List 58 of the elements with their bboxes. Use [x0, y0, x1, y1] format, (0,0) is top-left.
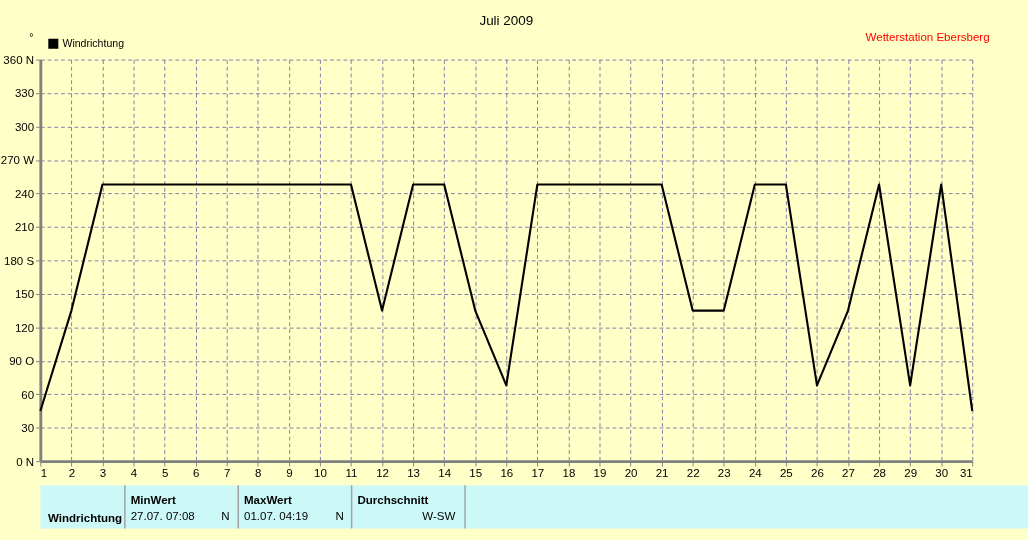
y-tick-label: 90 O — [9, 355, 35, 368]
x-tick-label: 21 — [655, 467, 669, 480]
x-tick-label: 8 — [255, 467, 262, 480]
x-tick-label: 3 — [99, 467, 107, 480]
text: MaxWert — [244, 494, 292, 507]
legend-label: Windrichtung — [62, 36, 125, 49]
x-tick-label: 27 — [842, 467, 855, 480]
x-tick-label: 31 — [959, 467, 973, 480]
x-tick-label: 12 — [376, 467, 389, 480]
x-tick-label: 25 — [779, 467, 793, 480]
x-tick-label: 13 — [407, 467, 421, 480]
x-tick-label: 1 — [40, 467, 48, 480]
x-tick-label: 30 — [935, 467, 949, 480]
x-tick-label: 23 — [717, 467, 731, 480]
y-tick-label: 180 S — [4, 254, 35, 267]
text: Windrichtung — [48, 511, 123, 524]
y-tick-label: 150 — [14, 288, 35, 301]
text: 01.07. 04:19 — [244, 509, 309, 522]
x-tick-label: 17 — [531, 467, 545, 480]
x-tick-label: 22 — [686, 467, 700, 480]
x-tick-label: 18 — [562, 467, 576, 480]
y-tick-label: 360 N — [3, 53, 35, 66]
line-series — [39, 183, 974, 413]
x-tick-label: 24 — [748, 467, 763, 480]
y-tick-label: 210 — [14, 221, 35, 234]
x-tick-label: 19 — [593, 467, 607, 480]
y-tick-label: 60 — [21, 388, 35, 401]
x-tick-label: 26 — [811, 467, 824, 480]
x-tick-label: 7 — [224, 467, 231, 480]
y-tick-label: 0 N — [16, 455, 35, 468]
x-tick-label: 20 — [624, 467, 638, 480]
x-tick-label: 29 — [904, 467, 918, 480]
chart-title: Juli 2009 — [479, 13, 534, 29]
text: Durchschnitt — [357, 494, 429, 507]
y-axis-title: ° — [29, 30, 34, 43]
x-tick-label: 15 — [469, 467, 483, 480]
y-tick-label: 300 — [14, 120, 35, 133]
x-tick-label: 6 — [192, 467, 200, 480]
y-tick-label: 330 — [14, 87, 35, 100]
x-tick-label: 5 — [161, 467, 169, 480]
x-tick-label: 10 — [314, 467, 327, 480]
x-tick-label: 4 — [130, 467, 138, 480]
x-tick-label: 2 — [68, 467, 76, 480]
text: Wetterstation Ebersberg — [865, 31, 990, 44]
y-tick-label: 30 — [21, 422, 35, 435]
text: MinWert — [130, 494, 177, 507]
text: 27.07. 07:08 — [130, 509, 195, 522]
x-tick-label: 14 — [438, 467, 452, 480]
y-tick-label: 270 W — [0, 154, 35, 167]
text: W-SW — [422, 509, 456, 522]
x-tick-label: 9 — [286, 467, 293, 480]
x-tick-label: 16 — [500, 467, 514, 480]
y-tick-label: 120 — [14, 321, 35, 334]
x-tick-label: 11 — [345, 467, 358, 480]
text: N — [335, 509, 344, 522]
text: N — [221, 509, 230, 522]
y-tick-label: 240 — [14, 187, 35, 200]
x-tick-label: 28 — [873, 467, 886, 480]
